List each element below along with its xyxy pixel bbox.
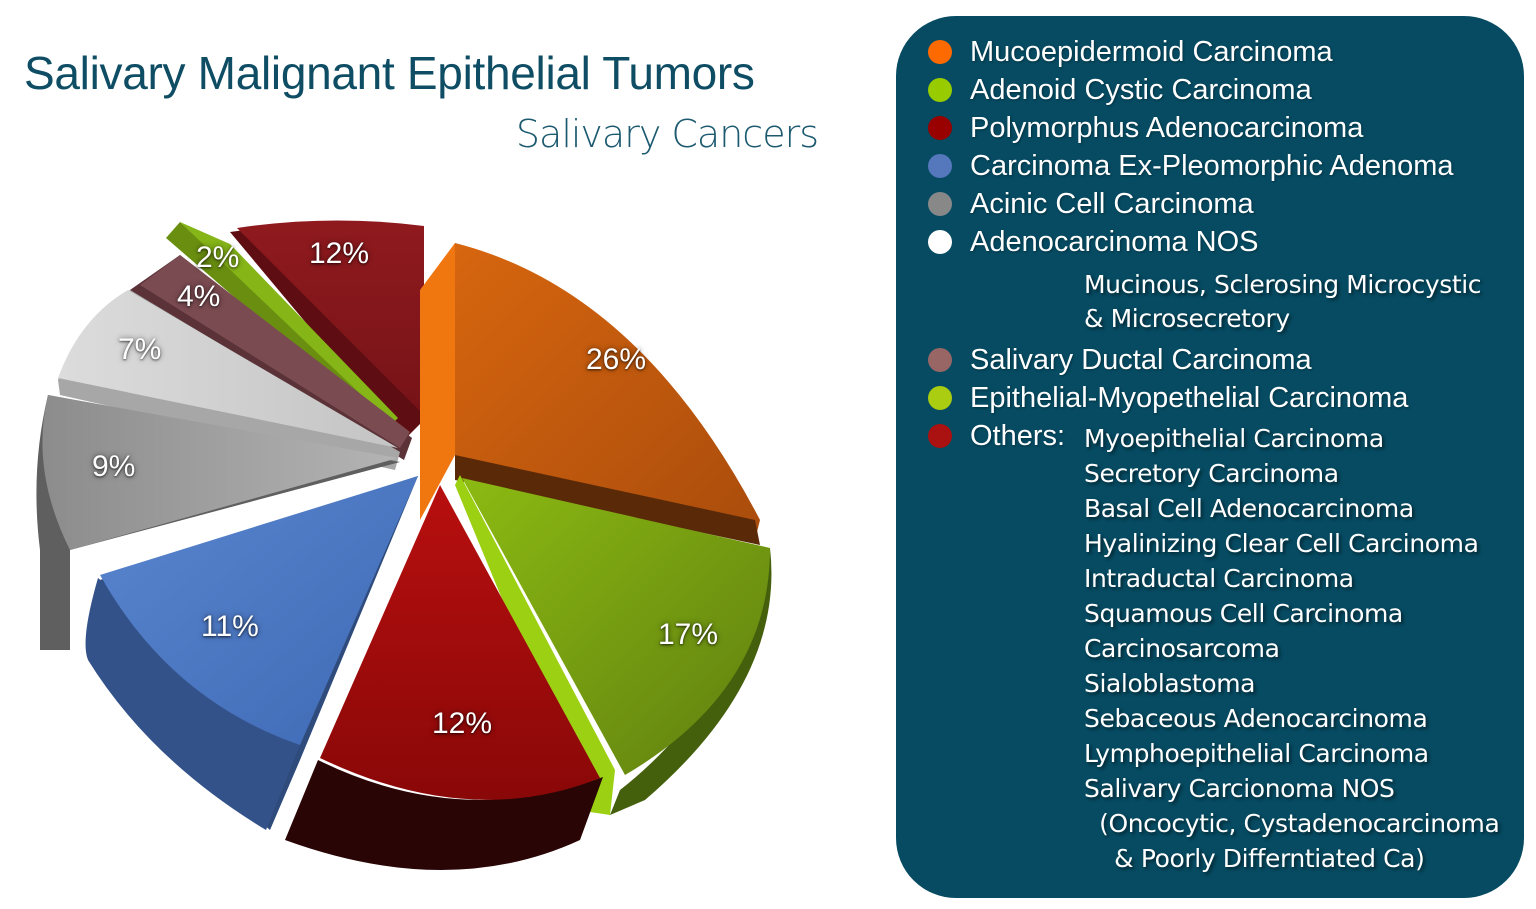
others-list-item: Carcinosarcoma — [1084, 634, 1280, 663]
pie-chart-graphic — [36, 220, 772, 870]
slice-label-ca-ex-pleomorphic: 11% — [201, 610, 259, 643]
slice-label-others: 12% — [309, 237, 370, 270]
slice-label-epithelial-myoepithelial: 2% — [196, 241, 240, 274]
legend-label: Polymorphus Adenocarcinoma — [970, 111, 1364, 144]
legend-label: Salivary Ductal Carcinoma — [970, 343, 1312, 376]
others-list-item: Sialoblastoma — [1084, 669, 1256, 698]
legend-dot-icon — [928, 424, 952, 448]
legend-label: Epithelial-Myopethelial Carcinoma — [970, 381, 1409, 414]
others-list-item: Secretory Carcinoma — [1084, 459, 1339, 488]
others-list-item: Lymphoepithelial Carcinoma — [1084, 739, 1429, 768]
legend-label: Others: — [970, 419, 1066, 452]
legend-item-mucoepidermoid: Mucoepidermoid Carcinoma — [928, 33, 1333, 71]
legend-dot-icon — [928, 116, 952, 140]
legend-dot-icon — [928, 154, 952, 178]
pie-chart: 26% 17% 12% 11% 9% 7% 4% 2% 12% — [0, 180, 880, 909]
legend-label: Adenoid Cystic Carcinoma — [970, 73, 1312, 106]
legend-label: Acinic Cell Carcinoma — [970, 187, 1254, 220]
slice-others — [230, 220, 424, 440]
legend-panel: Mucoepidermoid Carcinoma Adenoid Cystic … — [896, 16, 1524, 898]
others-list-item: Myoepithelial Carcinoma — [1084, 424, 1384, 453]
others-list-item: & Poorly Differntiated Ca) — [1084, 844, 1425, 873]
legend-item-adenoid-cystic: Adenoid Cystic Carcinoma — [928, 71, 1312, 109]
slice-polymorphous — [285, 485, 603, 870]
slice-ca-ex-pleomorphic — [85, 476, 418, 830]
others-list-item: Salivary Carcionoma NOS — [1084, 774, 1395, 803]
legend-dot-icon — [928, 348, 952, 372]
slice-label-salivary-ductal: 4% — [177, 280, 221, 313]
chart-title: Salivary Malignant Epithelial Tumors — [24, 47, 755, 99]
legend-item-adenocarcinoma-nos: Adenocarcinoma NOS — [928, 223, 1259, 261]
legend-dot-icon — [928, 386, 952, 410]
legend-label: Carcinoma Ex-Pleomorphic Adenoma — [970, 149, 1454, 182]
adeno-nos-subtype-line-2: & Microsecretory — [1084, 304, 1290, 333]
legend-dot-icon — [928, 230, 952, 254]
legend-label: Adenocarcinoma NOS — [970, 225, 1259, 258]
legend-dot-icon — [928, 40, 952, 64]
slice-adenocarcinoma-nos — [58, 290, 400, 470]
legend-label: Mucoepidermoid Carcinoma — [970, 35, 1333, 68]
slice-acinic-cell — [36, 395, 400, 650]
slice-salivary-ductal — [130, 255, 412, 460]
others-list-item: Squamous Cell Carcinoma — [1084, 599, 1403, 628]
slice-adenoid-cystic — [455, 475, 772, 815]
others-list-item: Intraductal Carcinoma — [1084, 564, 1354, 593]
legend-item-salivary-ductal: Salivary Ductal Carcinoma — [928, 341, 1312, 379]
slice-mucoepidermoid — [420, 243, 760, 545]
legend-dot-icon — [928, 78, 952, 102]
slice-label-adenoid-cystic: 17% — [658, 618, 719, 651]
others-list-item: Sebaceous Adenocarcinoma — [1084, 704, 1428, 733]
chart-subtitle: Salivary Cancers — [515, 112, 819, 156]
adeno-nos-subtype-line-1: Mucinous, Sclerosing Microcystic — [1084, 270, 1482, 299]
legend-item-acinic-cell: Acinic Cell Carcinoma — [928, 185, 1254, 223]
others-list-item: Basal Cell Adenocarcinoma — [1084, 494, 1414, 523]
legend-item-ca-ex-pleomorphic: Carcinoma Ex-Pleomorphic Adenoma — [928, 147, 1454, 185]
others-list-item: Hyalinizing Clear Cell Carcinoma — [1084, 529, 1479, 558]
slice-label-polymorphous: 12% — [432, 707, 493, 740]
legend-item-polymorphous: Polymorphus Adenocarcinoma — [928, 109, 1363, 147]
legend-item-epithelial-myoepithelial: Epithelial-Myopethelial Carcinoma — [928, 379, 1408, 417]
legend-dot-icon — [928, 192, 952, 216]
others-list-item: (Oncocytic, Cystadenocarcinoma — [1084, 809, 1500, 838]
slice-label-acinic-cell: 9% — [92, 450, 136, 483]
legend-item-others: Others: — [928, 417, 1065, 455]
slice-label-adenocarcinoma-nos: 7% — [118, 333, 162, 366]
slice-label-mucoepidermoid: 26% — [586, 343, 647, 376]
